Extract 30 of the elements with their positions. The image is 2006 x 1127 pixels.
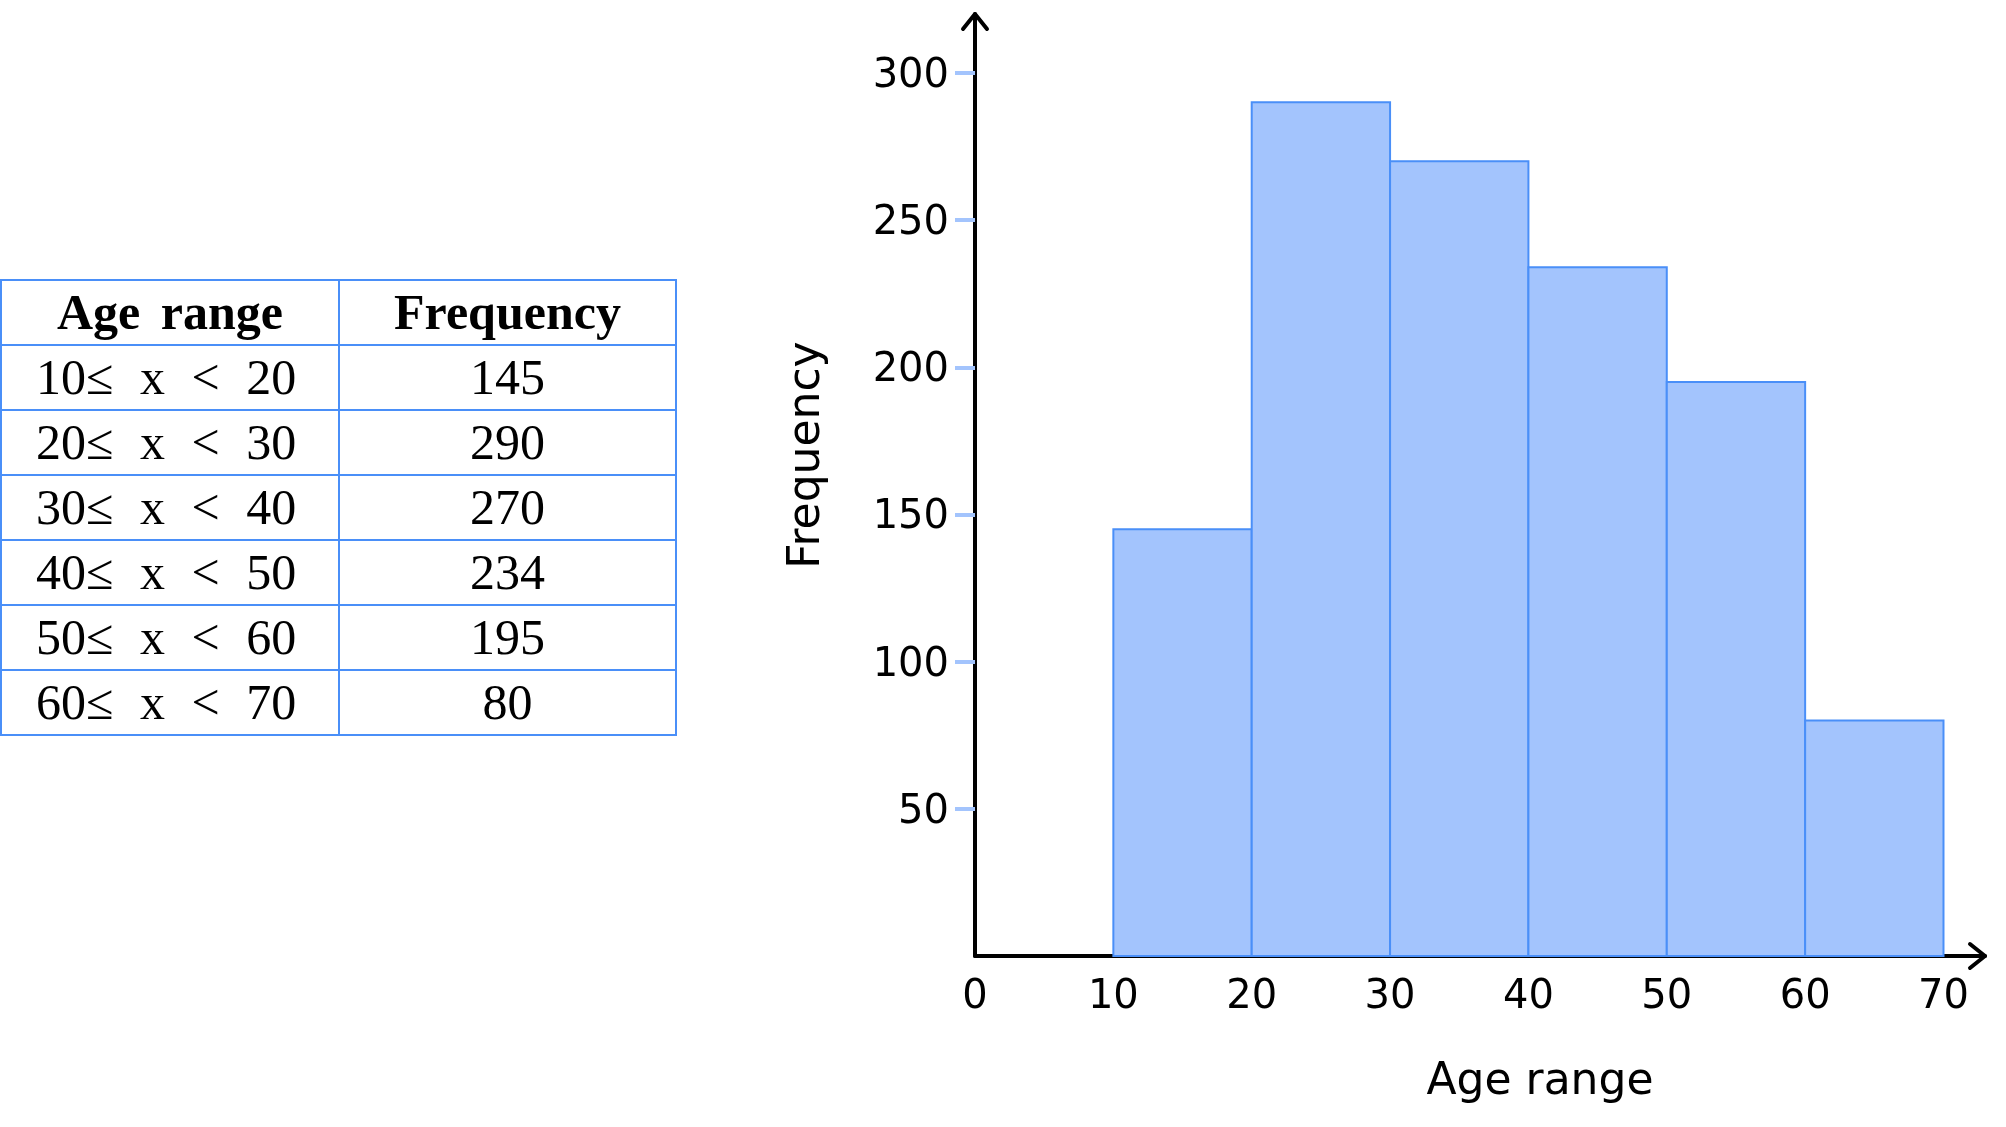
y-tick-label: 150: [872, 491, 949, 538]
y-tick-label: 100: [872, 638, 949, 685]
data-label: 290: [339, 410, 676, 475]
x-tick-label: 60: [1779, 971, 1831, 1017]
x-tick-label: 20: [1226, 971, 1278, 1017]
y-tick-label: 250: [872, 197, 949, 244]
x-tick-label: 10: [1087, 971, 1139, 1017]
x-tick-label: 70: [1918, 971, 1969, 1017]
x-tick-label: 0: [962, 971, 988, 1017]
y-tick-label: 200: [872, 344, 949, 391]
data-label: 80: [339, 670, 676, 735]
category-label: 20≤ x < 30: [1, 410, 339, 475]
data-label: 195: [339, 605, 676, 670]
category-label: 10≤ x < 20: [1, 345, 339, 410]
x-tick-label: 40: [1502, 971, 1554, 1017]
y-axis-title: Frequency: [777, 341, 829, 569]
data-label: 234: [339, 540, 676, 605]
category-label: 50≤ x < 60: [1, 605, 339, 670]
text: Frequency: [339, 280, 676, 345]
y-tick-label: 300: [872, 49, 949, 96]
category-label: 30≤ x < 40: [1, 475, 339, 540]
text: Age range: [1, 280, 339, 345]
x-tick-label: 50: [1641, 971, 1693, 1017]
y-tick-label: 50: [898, 785, 949, 832]
x-axis-title: Age range: [1426, 1052, 1654, 1104]
x-tick-label: 30: [1364, 971, 1416, 1017]
data-label: 145: [339, 345, 676, 410]
data-label: 270: [339, 475, 676, 540]
category-label: 40≤ x < 50: [1, 540, 339, 605]
category-label: 60≤ x < 70: [1, 670, 339, 735]
